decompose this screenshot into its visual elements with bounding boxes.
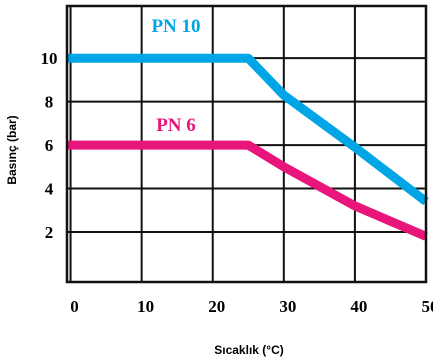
series-label-pn-10: PN 10 xyxy=(151,16,200,37)
x-tick-label-20: 20 xyxy=(208,297,225,316)
series-line-pn-6 xyxy=(67,140,428,241)
x-tick-label-30: 30 xyxy=(279,297,296,316)
y-tick-label-10: 10 xyxy=(41,49,58,68)
y-tick-label-4: 4 xyxy=(45,180,54,199)
labels: 0 10 20 30 40 50 2 4 6 8 10 PN 10 PN 6 xyxy=(41,16,433,316)
x-axis-title: Sıcaklık (°C) xyxy=(214,343,284,357)
series-lines xyxy=(67,53,429,241)
y-tick-label-6: 6 xyxy=(45,136,54,155)
plot-border xyxy=(65,4,428,284)
x-tick-label-10: 10 xyxy=(137,297,154,316)
series-line-pn-10 xyxy=(67,53,429,206)
x-tick-label-0: 0 xyxy=(70,297,79,316)
series-label-pn-6: PN 6 xyxy=(156,115,196,136)
y-axis-title: Basınç (bar) xyxy=(5,115,19,184)
x-tick-label-50: 50 xyxy=(422,297,433,316)
y-tick-label-8: 8 xyxy=(45,93,54,112)
y-tick-label-2: 2 xyxy=(45,223,54,242)
x-tick-label-40: 40 xyxy=(350,297,367,316)
plot-frame xyxy=(65,4,428,284)
